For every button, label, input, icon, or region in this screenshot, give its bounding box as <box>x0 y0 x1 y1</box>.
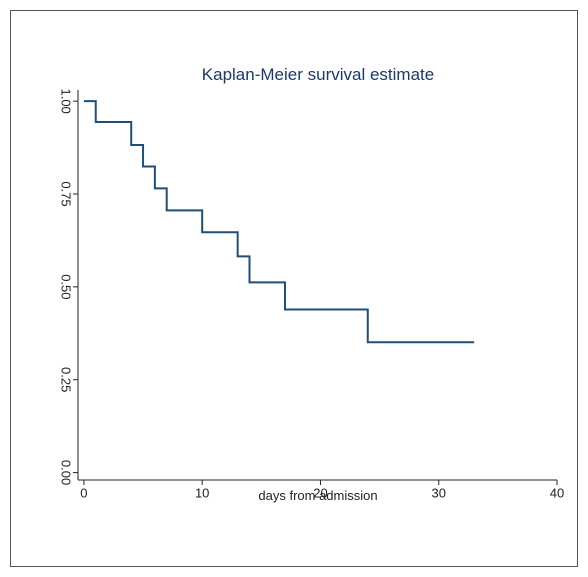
survival-line <box>83 100 475 344</box>
x-tick-label: 30 <box>431 485 445 500</box>
y-tick-label: 1.00 <box>59 88 74 113</box>
chart-title: Kaplan-Meier survival estimate <box>202 65 434 84</box>
x-tick-label: 0 <box>80 485 87 500</box>
x-axis-label: days from admission <box>258 488 377 503</box>
y-tick-label: 0.25 <box>59 367 74 392</box>
y-tick-label: 0.75 <box>59 181 74 206</box>
frame <box>10 10 578 567</box>
x-tick-label: 10 <box>195 485 209 500</box>
x-tick-label: 20 <box>313 485 327 500</box>
y-tick-label: 0.50 <box>59 274 74 299</box>
x-tick-label: 40 <box>550 485 564 500</box>
y-tick-label: 0.00 <box>59 460 74 485</box>
